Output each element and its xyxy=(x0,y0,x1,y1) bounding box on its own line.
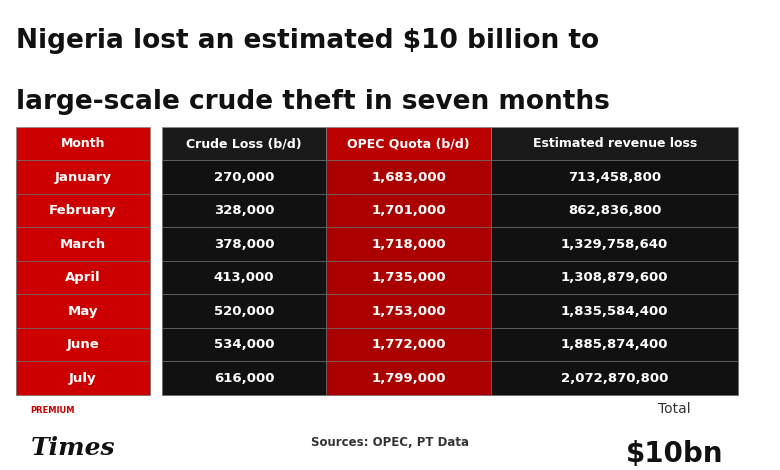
Text: PREMIUM: PREMIUM xyxy=(30,406,75,415)
Text: 413,000: 413,000 xyxy=(214,271,275,284)
Text: 1,835,584,400: 1,835,584,400 xyxy=(561,305,668,318)
Text: March: March xyxy=(60,238,106,251)
Text: Times: Times xyxy=(30,436,115,460)
Text: large-scale crude theft in seven months: large-scale crude theft in seven months xyxy=(16,89,609,115)
Text: 2,072,870,800: 2,072,870,800 xyxy=(561,372,668,384)
FancyBboxPatch shape xyxy=(326,194,491,227)
FancyBboxPatch shape xyxy=(16,294,151,328)
Text: 534,000: 534,000 xyxy=(214,338,275,351)
FancyBboxPatch shape xyxy=(326,127,491,160)
Text: January: January xyxy=(55,171,112,184)
FancyBboxPatch shape xyxy=(326,361,491,395)
Text: April: April xyxy=(66,271,101,284)
FancyBboxPatch shape xyxy=(161,294,326,328)
FancyBboxPatch shape xyxy=(326,261,491,294)
FancyBboxPatch shape xyxy=(16,127,151,160)
FancyBboxPatch shape xyxy=(326,227,491,261)
FancyBboxPatch shape xyxy=(161,160,326,194)
FancyBboxPatch shape xyxy=(16,227,151,261)
Text: 1,772,000: 1,772,000 xyxy=(371,338,446,351)
Text: 1,735,000: 1,735,000 xyxy=(371,271,446,284)
FancyBboxPatch shape xyxy=(326,160,491,194)
Text: Crude Loss (b/d): Crude Loss (b/d) xyxy=(186,137,302,150)
FancyBboxPatch shape xyxy=(491,328,738,361)
FancyBboxPatch shape xyxy=(16,160,151,194)
FancyBboxPatch shape xyxy=(491,227,738,261)
Text: 1,683,000: 1,683,000 xyxy=(371,171,446,184)
Text: 862,836,800: 862,836,800 xyxy=(568,204,661,217)
Text: 1,799,000: 1,799,000 xyxy=(371,372,446,384)
FancyBboxPatch shape xyxy=(491,261,738,294)
Text: 1,885,874,400: 1,885,874,400 xyxy=(561,338,668,351)
Text: June: June xyxy=(66,338,99,351)
Text: Sources: OPEC, PT Data: Sources: OPEC, PT Data xyxy=(311,436,469,449)
FancyBboxPatch shape xyxy=(326,294,491,328)
FancyBboxPatch shape xyxy=(16,361,151,395)
Text: 520,000: 520,000 xyxy=(214,305,275,318)
Text: Month: Month xyxy=(61,137,105,150)
Text: OPEC Quota (b/d): OPEC Quota (b/d) xyxy=(347,137,470,150)
Text: 1,701,000: 1,701,000 xyxy=(371,204,446,217)
FancyBboxPatch shape xyxy=(161,361,326,395)
FancyBboxPatch shape xyxy=(161,328,326,361)
Text: 1,329,758,640: 1,329,758,640 xyxy=(561,238,668,251)
Text: 270,000: 270,000 xyxy=(214,171,275,184)
Text: 1,718,000: 1,718,000 xyxy=(371,238,446,251)
Text: Total: Total xyxy=(658,402,691,416)
Text: $10bn: $10bn xyxy=(626,440,723,468)
Text: Estimated revenue loss: Estimated revenue loss xyxy=(533,137,697,150)
FancyBboxPatch shape xyxy=(161,227,326,261)
Text: July: July xyxy=(69,372,97,384)
FancyBboxPatch shape xyxy=(16,328,151,361)
Text: 378,000: 378,000 xyxy=(214,238,275,251)
FancyBboxPatch shape xyxy=(491,160,738,194)
Text: February: February xyxy=(49,204,117,217)
Text: Nigeria lost an estimated $10 billion to: Nigeria lost an estimated $10 billion to xyxy=(16,28,599,54)
FancyBboxPatch shape xyxy=(491,294,738,328)
FancyBboxPatch shape xyxy=(16,194,151,227)
FancyBboxPatch shape xyxy=(491,127,738,160)
FancyBboxPatch shape xyxy=(326,328,491,361)
FancyBboxPatch shape xyxy=(161,261,326,294)
FancyBboxPatch shape xyxy=(491,361,738,395)
Text: 328,000: 328,000 xyxy=(214,204,275,217)
FancyBboxPatch shape xyxy=(161,127,326,160)
Text: 616,000: 616,000 xyxy=(214,372,275,384)
Text: 713,458,800: 713,458,800 xyxy=(568,171,661,184)
Text: 1,308,879,600: 1,308,879,600 xyxy=(561,271,668,284)
Text: May: May xyxy=(68,305,98,318)
FancyBboxPatch shape xyxy=(161,194,326,227)
FancyBboxPatch shape xyxy=(16,261,151,294)
Text: 1,753,000: 1,753,000 xyxy=(371,305,446,318)
FancyBboxPatch shape xyxy=(491,194,738,227)
